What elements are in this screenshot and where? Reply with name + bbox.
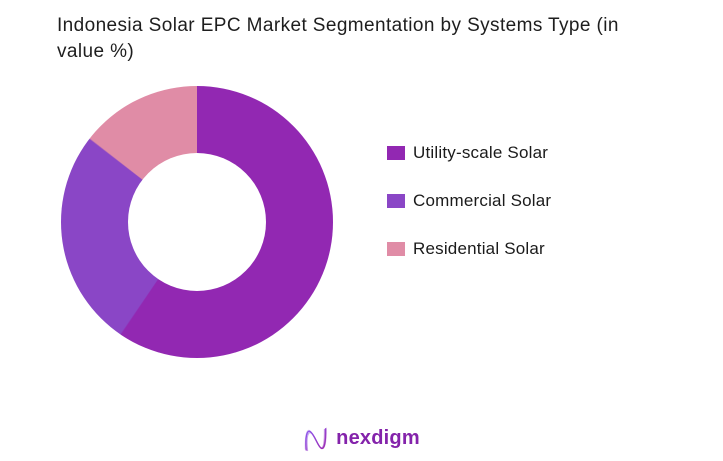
legend-item-commercial: Commercial Solar	[387, 190, 551, 212]
legend-item-residential: Residential Solar	[387, 238, 551, 260]
legend-label-commercial: Commercial Solar	[413, 191, 552, 210]
legend-label-residential: Residential Solar	[413, 239, 545, 258]
legend-label-utility: Utility-scale Solar	[413, 143, 549, 162]
legend: Utility-scale Solar Commercial Solar Res…	[387, 142, 551, 260]
legend-swatch-commercial	[387, 194, 405, 208]
donut-hole	[128, 153, 266, 291]
legend-item-utility: Utility-scale Solar	[387, 142, 551, 164]
legend-swatch-utility	[387, 146, 405, 160]
brand-wordmark: nexdigm	[336, 426, 420, 449]
chart-title: Indonesia Solar EPC Market Segmentation …	[57, 15, 619, 62]
nexdigm-wave-n-icon	[304, 427, 328, 452]
donut-chart	[61, 86, 333, 358]
legend-swatch-residential	[387, 242, 405, 256]
footer-logo: nexdigm	[0, 421, 723, 455]
